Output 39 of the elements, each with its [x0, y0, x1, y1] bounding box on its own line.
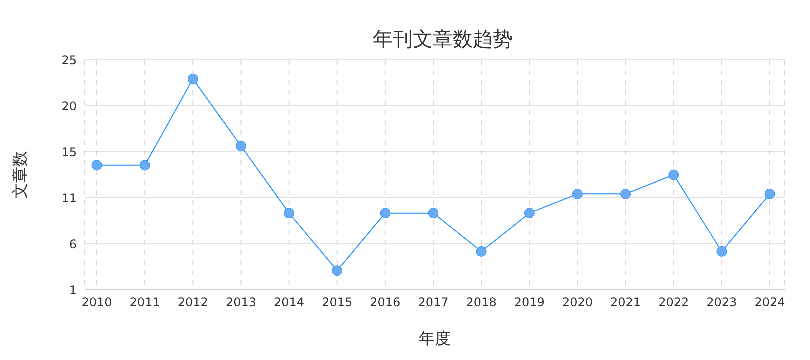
point	[428, 208, 439, 219]
point	[620, 188, 632, 200]
y-tick-label: 25	[62, 53, 77, 68]
x-tick-label: 2016	[370, 296, 401, 310]
y-tick-label: 1	[69, 283, 77, 298]
x-tick-label: 2023	[706, 296, 738, 310]
point	[284, 208, 295, 219]
y-tick-label: 20	[62, 99, 77, 114]
point	[92, 160, 102, 171]
x-axis-title: 年度	[419, 329, 451, 348]
point	[140, 160, 150, 171]
x-tick-label: 2018	[466, 296, 497, 310]
x-tick-label: 2024	[754, 296, 786, 310]
x-tick-label: 2017	[418, 296, 449, 310]
x-tick-label: 2015	[322, 296, 353, 310]
point	[188, 74, 198, 84]
point	[668, 170, 680, 180]
point	[380, 208, 391, 219]
point	[716, 246, 728, 257]
point	[524, 208, 535, 219]
x-tick-label: 2014	[274, 296, 305, 310]
x-tick-label: 2019	[514, 296, 545, 310]
point	[236, 141, 246, 152]
chart-title: 年刊文章数趋势	[373, 27, 513, 51]
y-tick-label: 15	[62, 145, 77, 160]
x-tick-label: 2010	[82, 296, 112, 310]
x-tick-label: 2011	[130, 296, 160, 310]
point	[476, 246, 487, 257]
point	[572, 188, 583, 200]
x-tick-label: 2012	[178, 296, 208, 310]
y-tick-label: 11	[62, 191, 77, 206]
x-tick-label: 2013	[226, 296, 256, 310]
x-tick-label: 2020	[562, 296, 593, 310]
y-axis-title: 文章数	[10, 151, 30, 199]
x-tick-label: 2021	[610, 296, 642, 310]
point	[332, 266, 343, 276]
x-tick-label: 2022	[658, 296, 690, 310]
point	[764, 188, 776, 200]
y-tick-label: 6	[69, 237, 77, 252]
